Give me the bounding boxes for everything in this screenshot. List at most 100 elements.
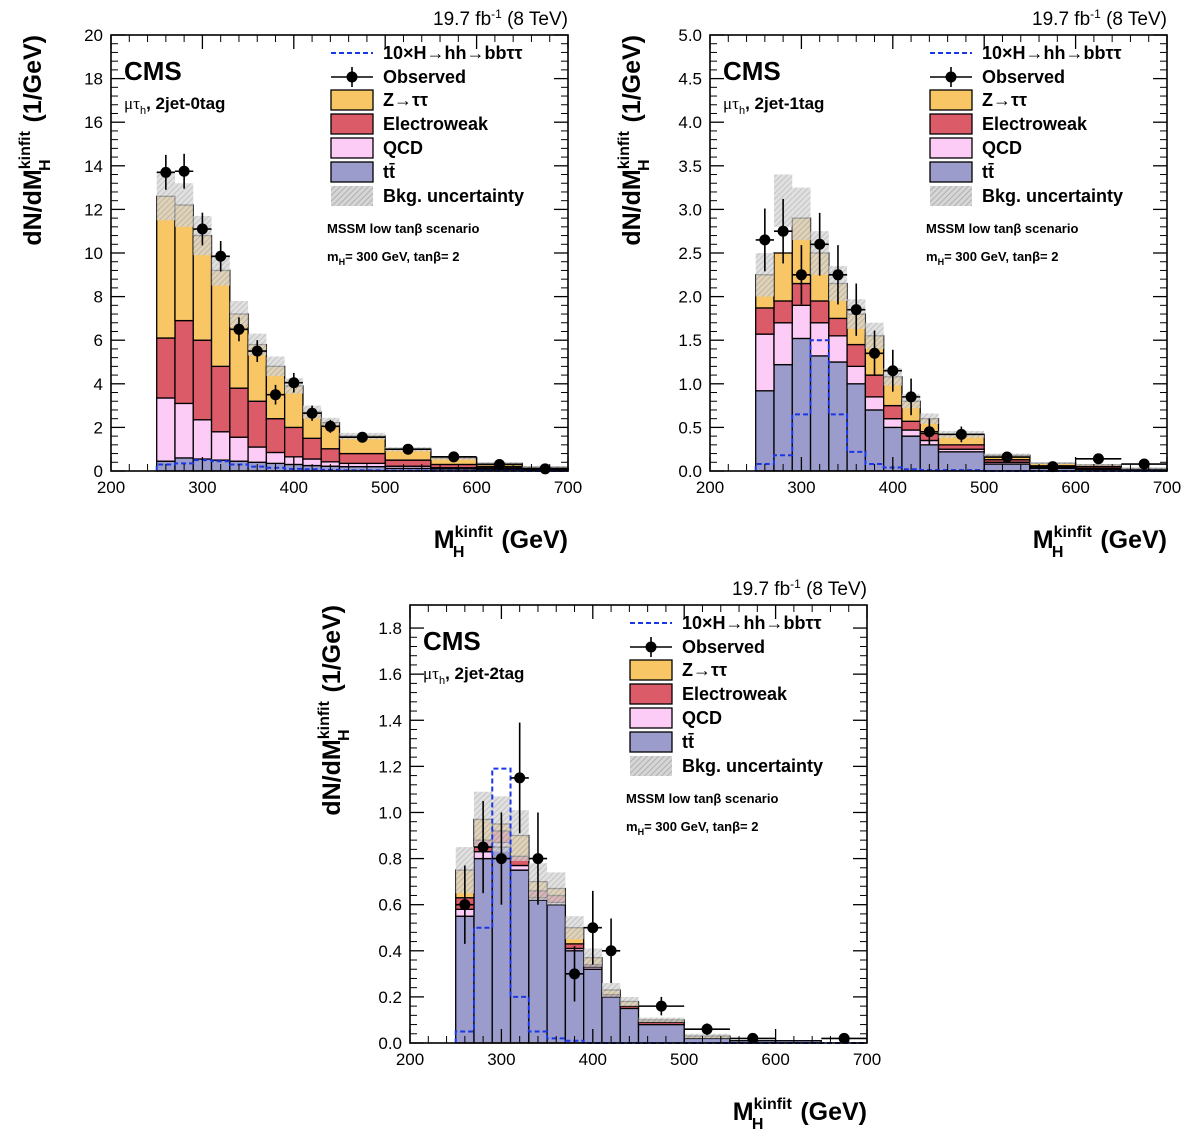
legend-ztt-swatch	[629, 659, 673, 681]
scenario-label: MSSM low tanβ scenario	[626, 791, 778, 806]
stack-ewk-bin	[864, 374, 885, 398]
stack-ttbar-bin	[791, 337, 812, 472]
legend-observed-marker	[645, 641, 657, 653]
stack-qcd-bin	[828, 335, 848, 363]
observed-point	[1047, 461, 1059, 473]
legend-ewk-swatch	[330, 113, 374, 135]
cms-label: CMS	[423, 626, 481, 656]
observed-point	[777, 225, 789, 237]
scenario-label: MSSM low tanβ scenario	[327, 221, 479, 236]
stack-ewk-bin	[265, 418, 286, 454]
y-tick-label: 4.0	[678, 113, 702, 132]
stack-ewk-bin	[302, 437, 322, 460]
stack-ewk-bin	[773, 300, 793, 324]
stack-ewk-bin	[937, 444, 985, 450]
y-tick-label: 2	[94, 418, 103, 437]
panel-1tag: 0.0 0.5 1.0 1.5 2.0 2.5 3.0 3.5 4.0 4.5 5.0 200 300 4…	[616, 7, 1181, 561]
y-tick-label: 3.5	[678, 157, 702, 176]
x-tick-label: 500	[670, 1050, 698, 1069]
y-tick-label: 0.0	[678, 462, 702, 481]
stack-qcd-bin	[509, 864, 530, 871]
stack-ewk-bin	[210, 365, 231, 433]
y-tick-label: 2.5	[678, 244, 702, 263]
legend-qcd-label: QCD	[982, 138, 1022, 158]
observed-point	[160, 166, 172, 178]
legend-ttbar-swatch	[629, 731, 673, 753]
legend-ztt-label: Z→ττ	[383, 90, 428, 110]
legend-ttbar-label: tt̄	[682, 732, 694, 752]
legend-ewk-label: Electroweak	[682, 684, 788, 704]
observed-point	[324, 420, 336, 432]
stack-qcd-bin	[773, 322, 793, 366]
y-tick-label: 3.0	[678, 200, 702, 219]
y-axis-label: dN/dMkinfit H (1/GeV)	[616, 35, 653, 246]
legend-ewk-label: Electroweak	[982, 114, 1088, 134]
uncertainty-band	[684, 1033, 730, 1039]
lumi-label: 19.7 fb-1 (8 TeV)	[433, 7, 568, 30]
x-tick-label: 600	[462, 478, 490, 497]
stack-ttbar-bin	[809, 355, 830, 472]
observed-point	[514, 772, 526, 784]
stack-ewk-bin	[846, 343, 867, 368]
plot-frame	[409, 604, 868, 1044]
y-tick-label: 20	[84, 26, 103, 45]
stack-qcd-bin	[883, 418, 903, 429]
legend: 10×H→hh→bbττ Observed Z→ττ Electroweak QCD tt…	[629, 613, 823, 776]
legend-signal-label: 10×H→hh→bbττ	[682, 613, 822, 633]
legend-ttbar-label: tt̄	[383, 162, 395, 182]
stack-ttbar-bin	[983, 463, 1031, 472]
lumi-label: 19.7 fb-1 (8 TeV)	[732, 577, 867, 600]
x-tick-label: 400	[280, 478, 308, 497]
observed-point	[288, 377, 300, 389]
observed-point	[233, 323, 245, 335]
x-tick-label: 200	[97, 478, 125, 497]
observed-point	[539, 463, 551, 475]
x-tick-label: 500	[970, 478, 998, 497]
stack-ewk-bin	[156, 337, 176, 399]
legend-ewk-label: Electroweak	[383, 114, 489, 134]
signal-line	[155, 459, 568, 472]
stack-ttbar-bin	[528, 899, 548, 1044]
stack-ewk-bin	[192, 339, 213, 421]
stack-ttbar-bin	[755, 390, 775, 472]
params-label: mH= 300 GeV, tanβ= 2	[926, 249, 1058, 267]
observed-point	[587, 922, 599, 934]
uncertainty-band	[601, 983, 621, 997]
uncertainty-band	[1075, 464, 1122, 466]
uncertainty-band	[547, 872, 566, 905]
legend-observed-label: Observed	[383, 67, 466, 87]
stack-ewk-bin	[338, 452, 386, 465]
stack-ewk-bin	[828, 317, 848, 337]
observed-point	[196, 223, 208, 235]
stack-qcd-bin	[229, 436, 249, 462]
y-tick-label: 6	[94, 331, 103, 350]
legend-unc-swatch	[630, 756, 672, 776]
panel-2tag: 0.0 0.2 0.4 0.6 0.8 1.0 1.2 1.4 1.6 1.8 200 300 400 5…	[316, 577, 881, 1131]
stack-ewk-bin	[384, 459, 432, 467]
stack-qcd-bin	[846, 365, 867, 385]
observed-point	[655, 1000, 667, 1012]
legend-observed-label: Observed	[682, 637, 765, 657]
observed-point	[814, 238, 826, 250]
legend-qcd-swatch	[330, 137, 374, 159]
legend-signal-label: 10×H→hh→bbττ	[383, 43, 523, 63]
observed-point	[923, 426, 935, 438]
observed-point	[905, 391, 917, 403]
stack-ewk-bin	[755, 307, 775, 335]
cms-label: CMS	[723, 56, 781, 86]
lumi-label: 19.7 fb-1 (8 TeV)	[1032, 7, 1167, 30]
observed-point	[477, 841, 489, 853]
x-tick-label: 300	[487, 1050, 515, 1069]
stack-ewk-bin	[174, 319, 194, 405]
category-label: μτh, 2jet-2tag	[423, 664, 524, 687]
x-tick-label: 700	[1153, 478, 1181, 497]
legend-qcd-swatch	[929, 137, 973, 159]
stack-ttbar-bin	[509, 869, 530, 1044]
observed-point	[1001, 451, 1013, 463]
category-label: μτh, 2jet-1tag	[723, 94, 824, 117]
x-tick-label: 600	[761, 1050, 789, 1069]
observed-point	[532, 853, 544, 865]
observed-point	[493, 458, 505, 470]
y-tick-label: 14	[84, 157, 103, 176]
y-tick-label: 1.5	[678, 331, 702, 350]
